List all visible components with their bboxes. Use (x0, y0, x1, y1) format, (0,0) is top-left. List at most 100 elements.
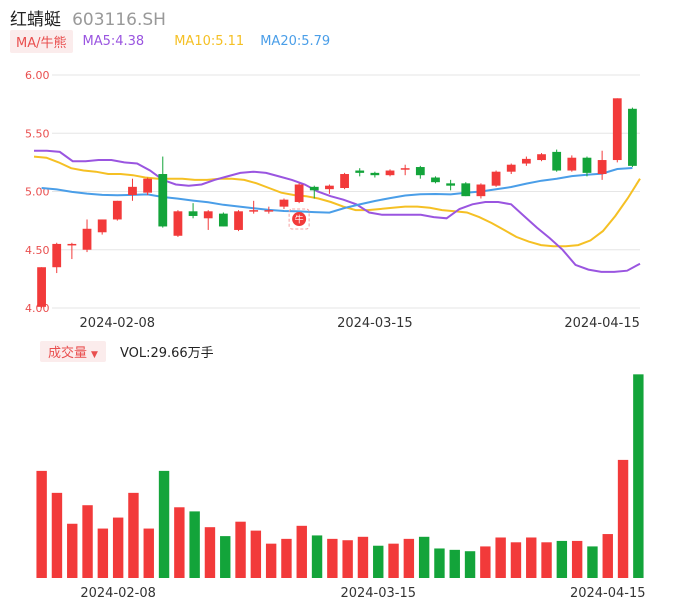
candle (400, 164, 410, 176)
y-tick-label: 4.50 (25, 244, 50, 257)
candle-body (173, 211, 183, 236)
title-row: 红蜻蜓 603116.SH (10, 5, 166, 30)
candle (264, 206, 274, 214)
candle-body (476, 184, 486, 197)
candle (325, 184, 334, 194)
volume-bar (281, 538, 292, 578)
candle (597, 150, 607, 180)
ma10-line (33, 155, 641, 248)
volume-bar (480, 546, 491, 578)
volume-bar (296, 525, 307, 578)
candle-body (521, 158, 531, 164)
candle-body (582, 157, 592, 173)
candle (218, 212, 228, 227)
volume-bar (449, 549, 460, 578)
candle (431, 176, 440, 184)
volume-bar (342, 540, 353, 578)
ma-indicator-selector[interactable]: MA/牛熊 (10, 29, 73, 53)
candle-body (112, 200, 122, 220)
x-tick-label: 2024-02-08 (80, 586, 156, 601)
candle-body (370, 172, 380, 176)
volume-bar (204, 527, 216, 578)
candle-body (203, 211, 213, 219)
candle (628, 107, 637, 168)
volume-bar (418, 536, 430, 578)
ma-legend: MA/牛熊 MA5:4.38 MA10:5.11 MA20:5.79 (10, 29, 331, 53)
candle-body (264, 210, 274, 212)
candle (128, 178, 137, 201)
candle (234, 210, 243, 232)
volume-bar (250, 530, 262, 578)
candle (491, 170, 501, 187)
volume-bar (434, 548, 445, 578)
candle (143, 177, 153, 195)
volume-value: VOL:29.66万手 (119, 345, 214, 361)
volume-bar (311, 535, 323, 578)
volume-bar (97, 528, 109, 578)
candle (203, 210, 213, 230)
candle (476, 183, 486, 199)
candle-body (294, 184, 304, 202)
candle-body (612, 98, 622, 161)
volume-bar (327, 538, 338, 578)
candle (370, 171, 380, 178)
candle (612, 98, 622, 163)
volume-bars (36, 374, 644, 578)
candle-body (506, 164, 516, 172)
volume-bar (495, 537, 506, 578)
volume-bar (602, 534, 613, 578)
candle (158, 156, 168, 228)
price-date-axis: 2024-02-08 2024-03-15 2024-04-15 (80, 316, 640, 331)
candle (340, 172, 349, 190)
volume-indicator-selector[interactable]: 成交量 ▼ (40, 340, 106, 362)
candle-body (325, 185, 334, 190)
candle (521, 156, 531, 166)
x-tick-label: 2024-04-15 (570, 586, 646, 601)
candle-body (234, 211, 243, 230)
volume-bar (143, 528, 154, 578)
candle (82, 219, 92, 253)
price-grid (52, 74, 640, 309)
candle-body (279, 199, 289, 207)
volume-bar (403, 538, 415, 578)
volume-bar (265, 543, 277, 578)
volume-bar (189, 511, 200, 578)
candle-body (355, 170, 365, 173)
volume-bar (357, 536, 369, 578)
volume-bar (82, 505, 93, 578)
candle-body (249, 210, 259, 212)
candle-body (52, 243, 62, 268)
candle-body (128, 186, 137, 195)
candle (567, 155, 577, 172)
volume-bar (556, 540, 568, 578)
candle (385, 169, 395, 177)
volume-bar (633, 374, 644, 578)
stock-name: 红蜻蜓 (10, 10, 61, 30)
ma20-line (41, 167, 633, 214)
candle-body (309, 186, 319, 191)
stock-code: 603116.SH (72, 10, 166, 30)
ma5-line (34, 149, 641, 273)
candle-body (552, 151, 562, 171)
volume-bar (235, 521, 246, 578)
candle-body (537, 154, 546, 161)
candle (309, 185, 319, 199)
x-tick-label: 2024-02-08 (80, 316, 156, 331)
candle-body (67, 243, 77, 246)
candle (188, 203, 198, 219)
candle (52, 242, 62, 274)
candle-body (446, 183, 456, 186)
volume-legend: 成交量 ▼ VOL:29.66万手 (40, 340, 214, 362)
candle (97, 219, 107, 235)
volume-bar (510, 542, 522, 578)
bull-badge[interactable]: 牛 (288, 208, 310, 230)
candle-body (188, 211, 198, 216)
volume-bar (174, 507, 185, 578)
candle-body (218, 213, 228, 227)
ma5-label: MA5:4.38 (82, 33, 145, 49)
volume-bar (388, 543, 399, 578)
candle-body (385, 170, 395, 176)
volume-date-axis: 2024-02-08 2024-03-15 2024-04-15 (80, 586, 645, 601)
ma20-label: MA20:5.79 (260, 33, 331, 49)
